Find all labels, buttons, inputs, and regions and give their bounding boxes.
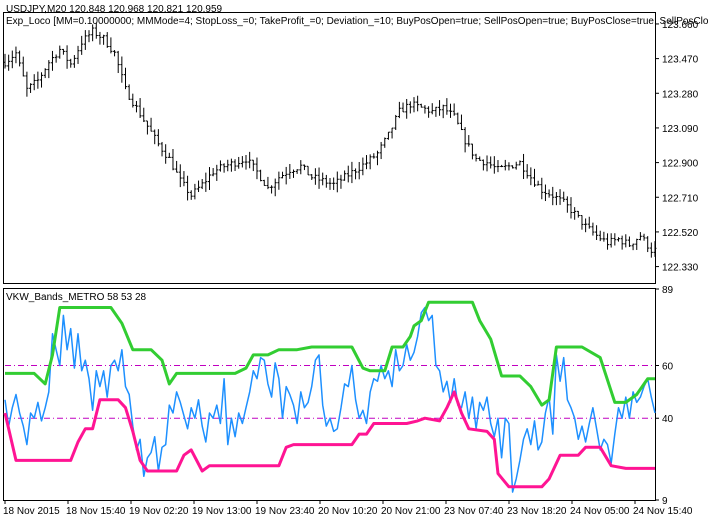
time-tick-label: 24 Nov 15:40 xyxy=(633,506,693,517)
upper-band-line xyxy=(5,300,655,407)
time-tick-label: 20 Nov 21:00 xyxy=(381,506,441,517)
price-tick-label: 123.280 xyxy=(662,89,699,100)
indicator-tick-label: 40 xyxy=(662,414,674,425)
symbol-header: USDJPY,M20 120.848 120.968 120.821 120.9… xyxy=(6,4,223,15)
price-y-axis: 123.660 123.470 123.280 123.090 122.900 122.7… xyxy=(655,20,699,274)
indicator-y-axis: 89 60 40 9 xyxy=(655,285,674,507)
indicator-title: VKW_Bands_METRO 58 53 28 xyxy=(6,292,147,303)
indicator-tick-label: 89 xyxy=(662,285,674,296)
price-tick-label: 122.710 xyxy=(662,193,699,204)
price-tick-label: 123.470 xyxy=(662,55,699,66)
time-tick-label: 23 Nov 18:20 xyxy=(507,506,567,517)
indicator-lines xyxy=(3,300,656,493)
price-panel-frame xyxy=(3,12,656,284)
price-tick-label: 122.330 xyxy=(662,263,699,274)
indicator-tick-label: 9 xyxy=(662,496,668,507)
lower-band-line xyxy=(3,390,655,489)
price-bars xyxy=(3,22,657,258)
price-tick-label: 122.520 xyxy=(662,228,699,239)
time-tick-label: 18 Nov 15:40 xyxy=(66,506,126,517)
time-tick-label: 18 Nov 2015 xyxy=(3,506,60,517)
time-tick-label: 24 Nov 05:00 xyxy=(570,506,630,517)
expert-parameters-line: Exp_Loco [MM=0.10000000; MMMode=4; StopL… xyxy=(6,16,709,27)
time-x-axis: 18 Nov 2015 18 Nov 15:40 19 Nov 02:20 19 No… xyxy=(3,500,693,517)
price-tick-label: 122.900 xyxy=(662,159,699,170)
price-tick-label: 123.090 xyxy=(662,124,699,135)
time-tick-label: 19 Nov 23:40 xyxy=(255,506,315,517)
price-tick-label: 123.660 xyxy=(662,20,699,31)
time-tick-label: 23 Nov 07:40 xyxy=(444,506,504,517)
time-tick-label: 19 Nov 02:20 xyxy=(129,506,189,517)
time-tick-label: 19 Nov 13:00 xyxy=(192,506,252,517)
oscillator-line xyxy=(4,306,656,493)
indicator-tick-label: 60 xyxy=(662,361,674,372)
indicator-panel-frame xyxy=(3,288,656,501)
time-tick-label: 20 Nov 10:20 xyxy=(318,506,378,517)
